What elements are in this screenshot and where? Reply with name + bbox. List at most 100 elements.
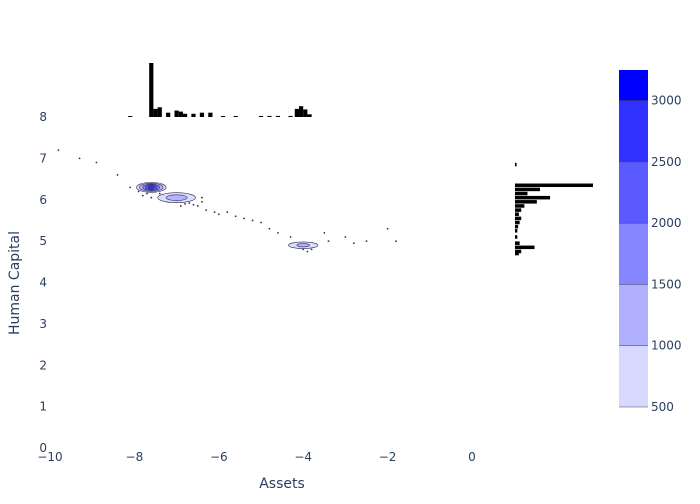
scatter-point [158, 192, 161, 195]
scatter-point [116, 174, 119, 176]
y-hist-bar [515, 251, 519, 256]
y-histogram [515, 162, 593, 256]
scatter-point [276, 231, 279, 234]
x-hist-bar [294, 108, 299, 117]
scatter-point [306, 250, 309, 253]
colorbar: 500 1000 1500 2000 2500 3000 [619, 70, 682, 414]
x-hist-bar [307, 114, 312, 117]
x-hist-bar [166, 112, 171, 117]
y-tick-label: 6 [39, 193, 47, 207]
scatter-point [57, 149, 60, 152]
x-hist-bar [275, 115, 280, 117]
contour-level [165, 194, 188, 201]
scatter-point [323, 231, 326, 234]
scatter-point [78, 157, 81, 160]
scatter-point [129, 186, 132, 189]
x-tick-label: −8 [126, 450, 144, 464]
y-hist-bar [515, 200, 537, 204]
scatter-point [395, 240, 397, 243]
scatter-point [352, 242, 355, 245]
y-hist-bar [515, 249, 522, 254]
contour-level [147, 185, 155, 190]
colorbar-band [619, 223, 648, 285]
y-hist-bar [515, 204, 525, 208]
scatter-point [365, 240, 368, 243]
scatter-point [205, 209, 208, 211]
scatter-point [196, 205, 199, 207]
scatter-point [260, 221, 262, 224]
y-hist-bar [515, 208, 522, 212]
x-hist-bar [267, 115, 272, 117]
scatter-point [310, 248, 313, 251]
y-hist-bar [515, 241, 520, 245]
x-hist-bar [182, 113, 188, 117]
scatter-point [243, 217, 246, 220]
scatter-point [226, 211, 229, 214]
x-hist-bar [208, 112, 213, 117]
y-tick-label: 5 [39, 234, 47, 248]
scatter-point [327, 240, 330, 243]
scatter-point [268, 227, 271, 230]
y-hist-bar [515, 183, 593, 188]
colorbar-tick-label: 1000 [651, 339, 682, 353]
x-tick-label: −6 [210, 450, 228, 464]
scatter-point [150, 196, 153, 199]
x-hist-bar [258, 116, 264, 117]
x-tick-label: 0 [468, 450, 476, 464]
x-hist-bar [128, 116, 133, 117]
scatter-point [213, 211, 216, 214]
y-hist-bar [515, 162, 517, 167]
x-tick-label: −10 [37, 450, 62, 464]
y-axis: 0 1 2 3 4 5 6 7 8 [39, 110, 47, 455]
x-hist-bar [233, 116, 238, 117]
x-hist-bar [220, 116, 226, 117]
contour-level [296, 243, 310, 248]
y-axis-title: Human Capital [7, 231, 23, 335]
scatter-point [141, 194, 144, 197]
scatter-point [188, 202, 191, 204]
x-histogram [128, 63, 312, 117]
y-tick-label: 8 [39, 110, 47, 124]
colorbar-tick-label: 1500 [651, 277, 682, 291]
x-axis-title: Assets [259, 476, 305, 492]
colorbar-band [619, 161, 648, 224]
x-hist-bar [174, 110, 179, 117]
x-hist-bar [191, 113, 196, 117]
colorbar-tick-label: 3000 [651, 94, 682, 108]
scatter-point [146, 192, 148, 195]
y-hist-bar [515, 224, 519, 229]
scatter-point [234, 215, 237, 218]
x-hist-bar [199, 112, 205, 117]
y-tick-label: 3 [39, 317, 47, 331]
y-tick-label: 4 [39, 276, 47, 290]
scatter-point [192, 203, 195, 206]
scatter-point [95, 161, 98, 164]
colorbar-tick-label: 2500 [651, 155, 682, 169]
scatter-point [289, 236, 292, 238]
y-tick-label: 7 [39, 151, 47, 165]
scatter-point [302, 248, 305, 251]
x-hist-bar [149, 63, 154, 117]
scatter-point [217, 213, 220, 216]
scatter-point [179, 205, 182, 207]
x-hist-bar [157, 107, 162, 117]
y-hist-bar [515, 220, 520, 225]
y-hist-bar [515, 245, 535, 250]
scatter-point [184, 202, 186, 205]
y-tick-label: 0 [39, 441, 47, 455]
y-tick-label: 1 [39, 400, 47, 414]
x-hist-bar [288, 115, 293, 117]
y-hist-bar [515, 195, 551, 200]
plot-area [57, 149, 397, 253]
scatter-point [344, 236, 347, 238]
y-hist-bar [515, 191, 528, 196]
colorbar-band [619, 345, 648, 407]
colorbar-tick-label: 2000 [651, 216, 682, 230]
colorbar-band [619, 70, 648, 101]
x-hist-bar [178, 111, 183, 117]
scatter-point [251, 219, 254, 222]
colorbar-tick-label: 500 [651, 400, 674, 414]
colorbar-band [619, 100, 648, 162]
y-hist-bar [515, 216, 522, 221]
